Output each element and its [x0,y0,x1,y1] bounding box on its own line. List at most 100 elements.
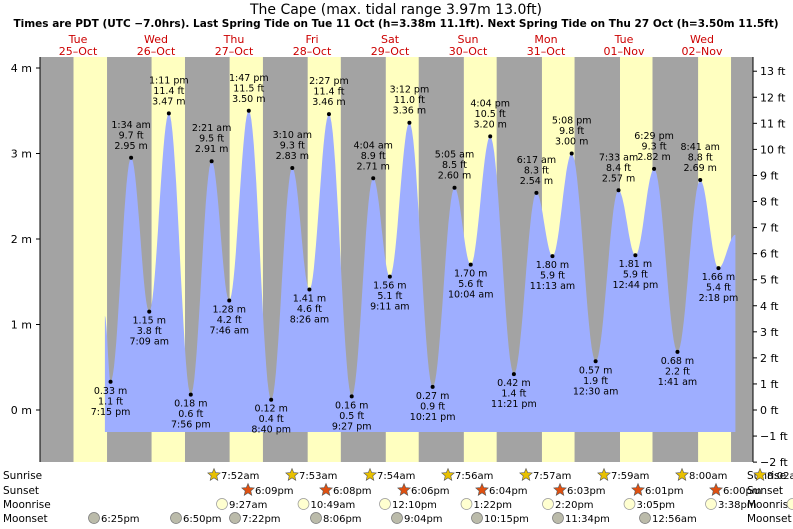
tide-label: 8.8 ft [688,153,713,164]
chart-subtitle: Times are PDT (UTC −7.0hrs). Last Spring… [13,18,778,30]
day-weekday: Sat [381,33,400,46]
tide-point [616,188,621,193]
sunrise-icon [207,467,221,481]
tide-point [349,394,354,399]
tide-point [227,298,232,303]
moonset-time: 6:25pm [101,514,140,525]
sunset-icon [397,482,411,496]
tide-label: 3.00 m [555,137,588,148]
tide-label: 3.20 m [473,119,506,130]
day-date: 30–Oct [449,45,488,58]
tide-label: 0.16 m [335,400,368,411]
sunrise-time: 8:02am [767,471,793,482]
day-weekday: Wed [690,33,714,46]
tide-label: 1.41 m [293,293,326,304]
tide-point [387,274,392,279]
tide-label: 5:08 pm [552,116,592,127]
sunset-time: 6:04pm [489,486,528,497]
tide-label: 2.57 m [602,173,635,184]
y-tick-label-ft: 13 ft [760,65,786,78]
y-tick-label-ft: 9 ft [760,169,779,182]
tide-label: 5.1 ft [377,291,402,302]
tide-label: 0.68 m [661,356,694,367]
tide-label: 2.83 m [276,151,309,162]
sunset-icon [631,482,645,496]
sunrise-icon [285,467,299,481]
y-tick-label-ft: 2 ft [760,352,779,365]
tide-label: 10.5 ft [475,109,506,120]
tide-label: 0.5 ft [339,411,364,422]
y-tick-label-ft: 5 ft [760,274,779,287]
tide-point [633,253,638,258]
tide-point [675,349,680,354]
tide-label: 3:10 am [273,130,312,141]
sunrise-icon [597,467,611,481]
tide-label: 2.95 m [114,141,147,152]
y-tick-label-ft: −2 ft [760,456,788,469]
tide-label: 5:05 am [435,150,474,161]
tide-label: 1.1 ft [98,396,123,407]
sunset-time: 6:03pm [567,486,606,497]
almanac-row-label-right: Moonrise [747,499,793,511]
tide-label: 4:04 am [353,140,392,151]
moonset-icon [310,512,322,524]
tide-label: 6:29 pm [634,131,674,142]
tide-label: 4.6 ft [297,304,322,315]
moonrise-icon [460,498,473,510]
tide-point [468,262,473,267]
tide-label: 0.42 m [497,378,530,389]
tide-label: 4.2 ft [217,315,242,326]
tide-label: 1.9 ft [583,376,608,387]
moonrise-time: 3:05pm [637,500,676,511]
moonrise-icon [542,498,554,510]
tide-label: 2:18 pm [699,293,739,304]
sunset-icon [709,482,723,496]
chart-title: The Cape (max. tidal range 3.97m 13.0ft) [249,2,542,18]
tide-label: 8.4 ft [606,163,631,174]
tide-label: 2:21 am [192,123,231,134]
tide-point [326,112,331,117]
sunset-time: 6:06pm [411,486,450,497]
y-tick-label-ft: 7 ft [760,222,779,235]
sunrise-time: 7:57am [533,471,571,482]
moonset-time: 8:06pm [323,514,362,525]
y-tick-label-m: 2 m [11,233,32,246]
moonrise-icon [623,498,636,510]
tide-label: 1:34 am [111,120,150,131]
tide-label: 1:41 am [658,377,697,388]
tide-label: 12:44 pm [613,280,659,291]
day-date: 01–Nov [604,45,645,58]
tide-label: 5.4 ft [706,283,731,294]
almanac-row-label: Sunrise [3,470,42,482]
sunset-time: 6:00pm [723,486,762,497]
day-weekday: Wed [144,33,168,46]
moonrise-time: 2:20pm [555,500,594,511]
sunset-icon [319,482,333,496]
tide-label: 1:11 pm [149,75,189,86]
sunset-time: 6:08pm [333,486,372,497]
moonrise-icon [705,498,717,510]
moonrise-time: 12:10pm [392,500,437,511]
axes: 0 m 1 m 2 m 3 m 4 m −2 ft −1 ft 0 ft 1 ft 2 ft 3 f… [11,57,788,469]
day-date: 28–Oct [293,45,332,58]
almanac-row-label: Sunset [3,485,39,497]
tide-label: 10:04 am [448,290,493,301]
tide-label: 12:30 am [573,386,618,397]
sunset-icon [553,482,567,496]
tide-label: 3:12 pm [390,85,430,96]
y-tick-label-m: 3 m [11,148,32,161]
tide-label: 1.70 m [454,269,487,280]
moonrise-icon [297,498,310,510]
tide-label: 0.9 ft [420,401,445,412]
tide-point [188,392,193,397]
moonset-time: 12:56am [652,514,697,525]
moonset-time: 9:04pm [404,514,443,525]
day-date: 02–Nov [682,45,723,58]
y-tick-label-ft: −1 ft [760,430,788,443]
tide-label: 10:21 pm [410,412,456,423]
daylight-band [73,57,108,462]
tide-label: 3.47 m [152,96,185,107]
tide-label: 3.36 m [393,106,426,117]
tide-label: 9.3 ft [280,141,305,152]
tide-label: 2.91 m [195,144,228,155]
